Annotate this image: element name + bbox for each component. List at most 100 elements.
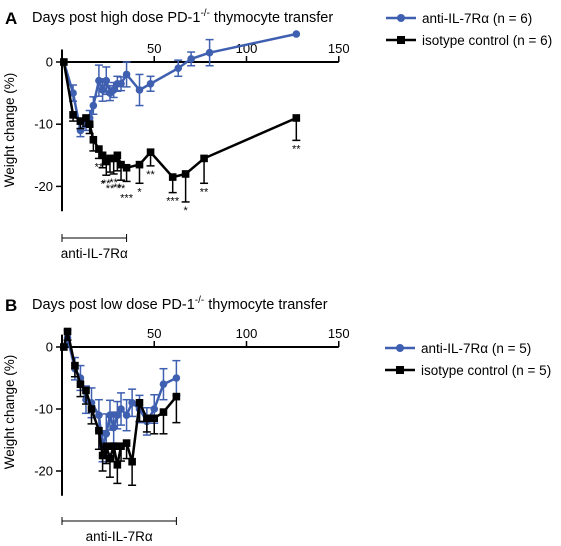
data-point	[143, 414, 151, 423]
data-point	[98, 86, 107, 94]
y-tick-label: -10	[34, 402, 53, 417]
x-tick-label: 100	[236, 326, 258, 341]
panel-label: A	[5, 9, 17, 28]
panel-a: A Days post high dose PD-1-/- thymocyte t…	[2, 8, 552, 261]
data-point	[63, 327, 72, 336]
y-tick-label: -10	[34, 117, 53, 132]
significance-marker: **	[292, 143, 301, 155]
data-point	[98, 151, 107, 160]
data-point	[69, 89, 77, 97]
data-point	[200, 154, 208, 163]
data-point	[135, 160, 144, 169]
data-point	[117, 160, 125, 169]
significance-marker: **	[95, 161, 104, 173]
data-point	[113, 151, 122, 160]
data-point	[292, 30, 301, 38]
significance-marker: **	[117, 183, 126, 195]
data-point	[159, 408, 168, 416]
data-point	[71, 361, 79, 370]
data-point	[82, 114, 90, 122]
data-point	[106, 411, 114, 420]
data-point	[205, 48, 214, 57]
series-control	[60, 58, 301, 203]
data-point	[60, 343, 68, 351]
y-axis-label: Weight change (%)	[2, 355, 17, 470]
data-point	[146, 148, 155, 156]
chart-title-superscript: -/-	[195, 295, 204, 306]
legend-label: anti-IL-7Rα (n = 5)	[421, 341, 531, 356]
treatment-bar-label: anti-IL-7Rα	[61, 246, 128, 261]
significance-marker: *	[183, 205, 188, 217]
x-tick-label: 150	[328, 326, 350, 341]
data-point	[102, 442, 111, 450]
data-point	[109, 423, 118, 432]
data-point	[98, 451, 107, 460]
data-point	[109, 86, 118, 94]
data-point	[172, 374, 181, 382]
data-point	[292, 114, 301, 122]
data-point	[113, 461, 122, 469]
legend-marker	[396, 344, 404, 352]
legend-label: isotype control (n = 5)	[421, 363, 551, 378]
data-point	[85, 120, 94, 128]
data-point	[128, 399, 136, 407]
data-point	[150, 405, 159, 413]
data-point	[159, 380, 168, 389]
data-point	[117, 442, 125, 450]
data-point	[128, 457, 136, 466]
chart-title-suffix: thymocyte transfer	[204, 297, 327, 313]
data-point	[82, 386, 90, 395]
data-point	[117, 405, 125, 413]
data-point	[95, 426, 103, 435]
data-point	[76, 117, 85, 125]
chart-title: Days post high dose PD-1-/- thymocyte tr…	[32, 8, 333, 26]
x-tick-label: 50	[147, 41, 161, 56]
data-point	[181, 170, 190, 178]
data-point	[172, 392, 181, 401]
legend-marker	[397, 36, 405, 44]
y-axis-label: Weight change (%)	[2, 73, 17, 188]
significance-marker: **	[113, 182, 122, 194]
chart-title-prefix: Days post high dose PD-1	[32, 10, 200, 26]
data-point	[109, 442, 118, 450]
data-point	[106, 454, 114, 463]
data-point	[87, 405, 96, 413]
y-tick-label: -20	[34, 179, 53, 194]
significance-marker: *	[137, 186, 142, 198]
data-point	[146, 79, 155, 88]
data-point	[69, 111, 77, 119]
y-tick-label: 0	[46, 55, 53, 70]
data-point	[95, 411, 103, 420]
treatment-bar-label: anti-IL-7Rα	[86, 529, 153, 544]
data-point	[76, 380, 85, 388]
chart-title-prefix: Days post low dose PD-1	[32, 297, 195, 313]
series-treatment	[60, 30, 301, 138]
data-point	[135, 399, 144, 407]
x-tick-label: 150	[328, 41, 350, 56]
legend-label: anti-IL-7Rα (n = 6)	[422, 11, 532, 26]
data-point	[89, 101, 98, 110]
data-point	[95, 145, 103, 153]
data-point	[168, 173, 177, 181]
legend-label: isotype control (n = 6)	[422, 33, 552, 48]
y-tick-label: -20	[34, 464, 53, 479]
data-point	[122, 163, 131, 172]
x-tick-label: 50	[147, 326, 161, 341]
data-point	[122, 70, 131, 79]
significance-marker: **	[146, 169, 155, 181]
series-control	[60, 327, 181, 487]
data-point	[122, 439, 131, 447]
y-tick-label: 0	[46, 340, 53, 355]
significance-marker: *	[100, 179, 105, 191]
significance-marker: **	[200, 186, 209, 198]
legend-marker	[396, 366, 404, 374]
chart-title-superscript: -/-	[200, 8, 209, 19]
panel-label: B	[5, 296, 17, 315]
panel-b: B Days post low dose PD-1-/- thymocyte tr…	[2, 295, 551, 544]
data-point	[89, 135, 98, 144]
chart-title-suffix: thymocyte transfer	[210, 10, 333, 26]
data-point	[95, 76, 103, 85]
data-point	[122, 411, 131, 420]
significance-marker: ***	[120, 192, 134, 204]
